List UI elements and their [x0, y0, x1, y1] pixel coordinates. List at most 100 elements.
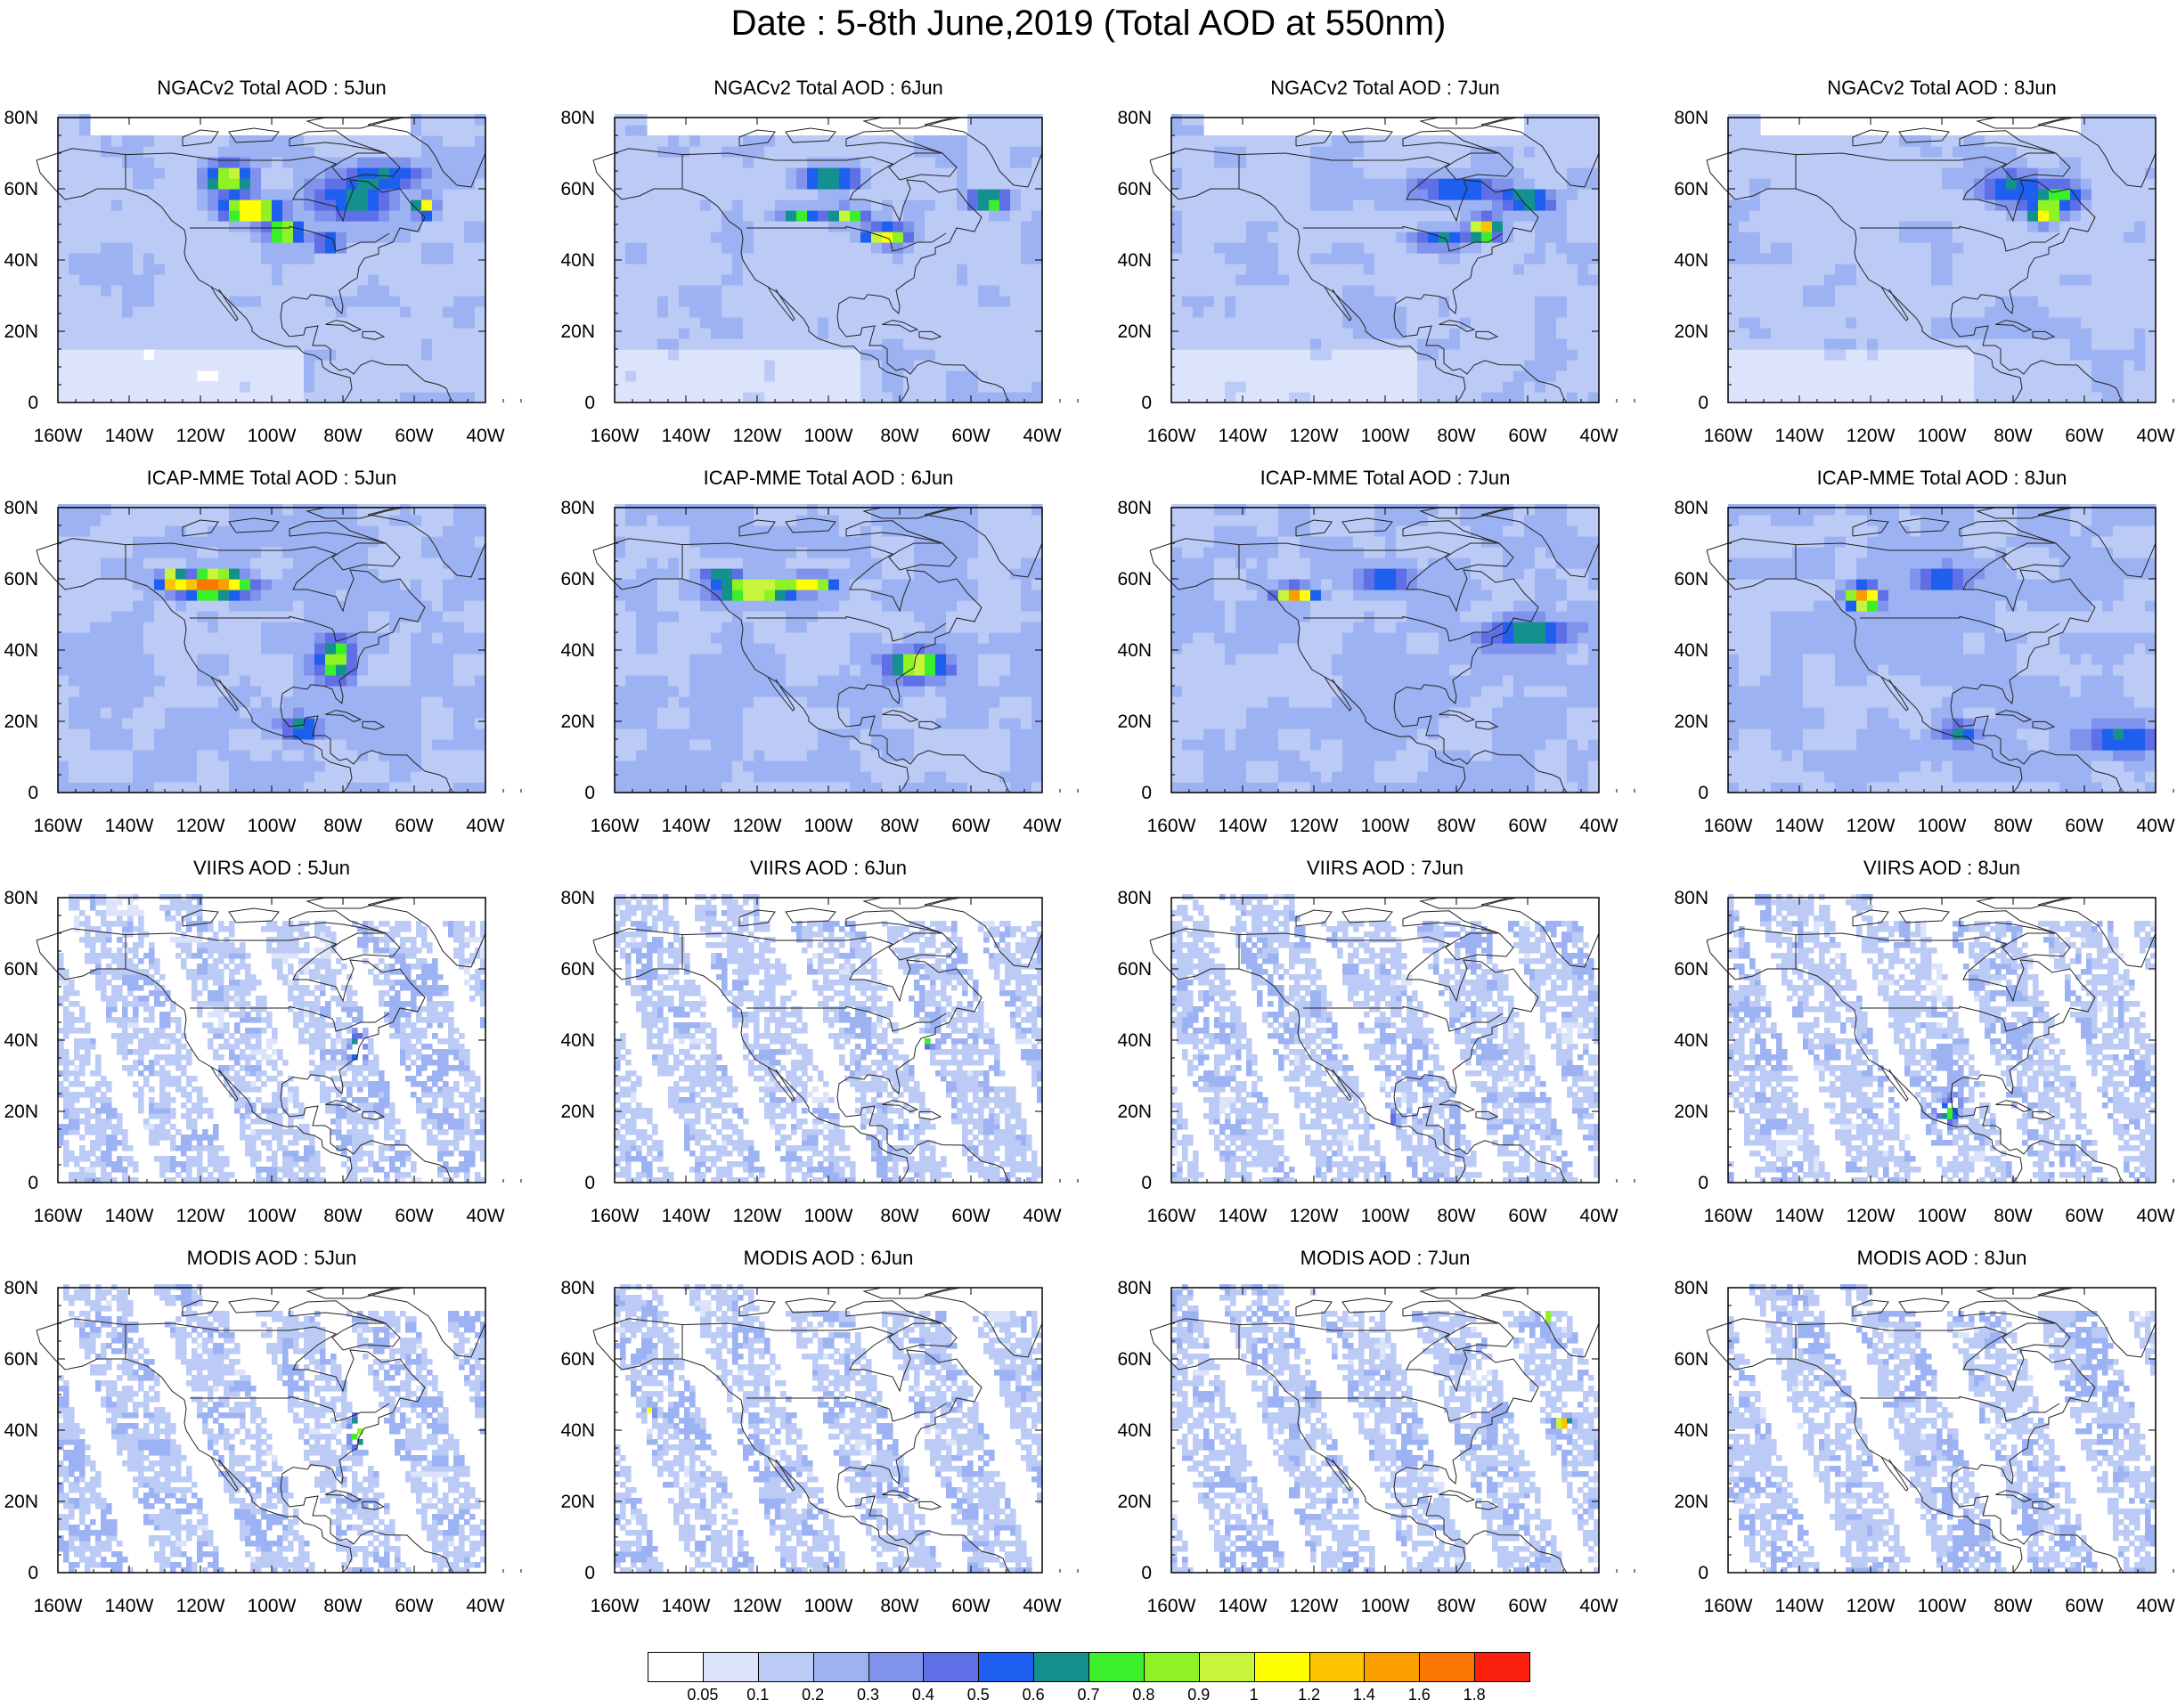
aod-cell	[828, 349, 840, 361]
aod-cell	[1920, 317, 1932, 329]
aod-cell	[58, 114, 69, 126]
aod-cell	[2017, 157, 2028, 168]
aod-cell	[1739, 157, 1750, 168]
aod-cell	[700, 253, 712, 264]
aod-cell	[1406, 392, 1418, 403]
aod-cell	[871, 370, 883, 382]
aod-cell	[1021, 167, 1032, 179]
aod-cell	[818, 189, 829, 200]
aod-cell	[657, 232, 669, 243]
aod-cell	[421, 750, 433, 761]
aod-cell	[1278, 274, 1290, 286]
aod-cell	[143, 360, 155, 371]
aod-cell	[1406, 210, 1418, 222]
aod-cell	[368, 210, 379, 222]
aod-cell	[304, 306, 315, 318]
aod-cell	[1492, 370, 1504, 382]
aod-cell	[1513, 264, 1525, 275]
aod-cell	[1835, 392, 1847, 403]
aod-cell	[293, 199, 305, 211]
aod-cell	[389, 296, 401, 307]
aod-cell	[1749, 381, 1761, 393]
aod-cell	[165, 381, 176, 393]
aod-cell	[1342, 328, 1354, 339]
aod-cell	[679, 221, 690, 232]
aod-cell	[2145, 199, 2157, 211]
aod-cell	[1878, 167, 1889, 179]
aod-cell	[711, 242, 722, 254]
aod-cell	[1010, 306, 1022, 318]
aod-cell	[1257, 328, 1268, 339]
aod-cell	[122, 199, 134, 211]
aod-cell	[1321, 178, 1333, 190]
aod-cell	[475, 253, 486, 264]
aod-cell	[186, 232, 198, 243]
aod-cell	[1749, 264, 1761, 275]
aod-cell	[978, 306, 990, 318]
aod-cell	[882, 328, 893, 339]
aod-cell	[2102, 253, 2114, 264]
aod-cell	[882, 285, 893, 297]
aod-cell	[1814, 199, 1825, 211]
aod-cell	[379, 664, 390, 676]
aod-cell	[208, 654, 219, 665]
aod-cell	[443, 189, 454, 200]
aod-cell	[903, 317, 915, 329]
aod-cell	[625, 221, 637, 232]
aod-cell	[336, 253, 347, 264]
aod-cell	[272, 285, 283, 297]
aod-cell	[1310, 306, 1322, 318]
aod-cell	[282, 760, 294, 772]
aod-cell	[1910, 392, 1921, 403]
aod-cell	[1556, 232, 1568, 243]
aod-cell	[2081, 242, 2092, 254]
aod-cell	[1310, 232, 1322, 243]
aod-cell	[421, 718, 433, 729]
aod-cell	[453, 392, 465, 403]
aod-cell	[357, 381, 369, 393]
aod-cell	[1771, 317, 1782, 329]
aod-cell	[786, 296, 797, 307]
aod-cell	[807, 306, 819, 318]
aod-cell	[347, 157, 358, 168]
aod-cell	[1171, 338, 1183, 350]
aod-cell	[1524, 328, 1536, 339]
aod-cell	[165, 146, 176, 158]
aod-cell	[2017, 210, 2028, 222]
aod-cell	[1963, 253, 1975, 264]
aod-cell	[2124, 167, 2135, 179]
aod-cell	[368, 306, 379, 318]
aod-cell	[967, 178, 979, 190]
aod-cell	[336, 274, 347, 286]
aod-cell	[1782, 328, 1793, 339]
aod-cell	[122, 718, 134, 729]
aod-cell	[839, 221, 851, 232]
aod-cell	[1771, 135, 1782, 147]
aod-cell	[464, 232, 476, 243]
aod-cell	[186, 285, 198, 297]
aod-cell	[272, 392, 283, 403]
aod-cell	[615, 274, 626, 286]
aod-cell	[1385, 178, 1397, 190]
aod-cell	[154, 189, 166, 200]
aod-cell	[325, 167, 337, 179]
aod-cell	[1792, 157, 1804, 168]
aod-cell	[1268, 146, 1279, 158]
aod-cell	[1771, 199, 1782, 211]
aod-cell	[1010, 317, 1022, 329]
aod-cell	[1481, 178, 1493, 190]
aod-cell	[1588, 349, 1600, 361]
aod-cell	[175, 760, 187, 772]
aod-cell	[400, 696, 412, 708]
aod-cell	[1449, 199, 1461, 211]
aod-cell	[379, 381, 390, 393]
aod-cell	[722, 199, 733, 211]
aod-cell	[1225, 221, 1236, 232]
aod-cell	[1268, 392, 1279, 403]
aod-cell	[1182, 285, 1194, 297]
aod-cell	[443, 178, 454, 190]
aod-cell	[1867, 146, 1879, 158]
aod-cell	[1385, 189, 1397, 200]
aod-cell	[475, 728, 486, 740]
aod-cell	[240, 232, 251, 243]
